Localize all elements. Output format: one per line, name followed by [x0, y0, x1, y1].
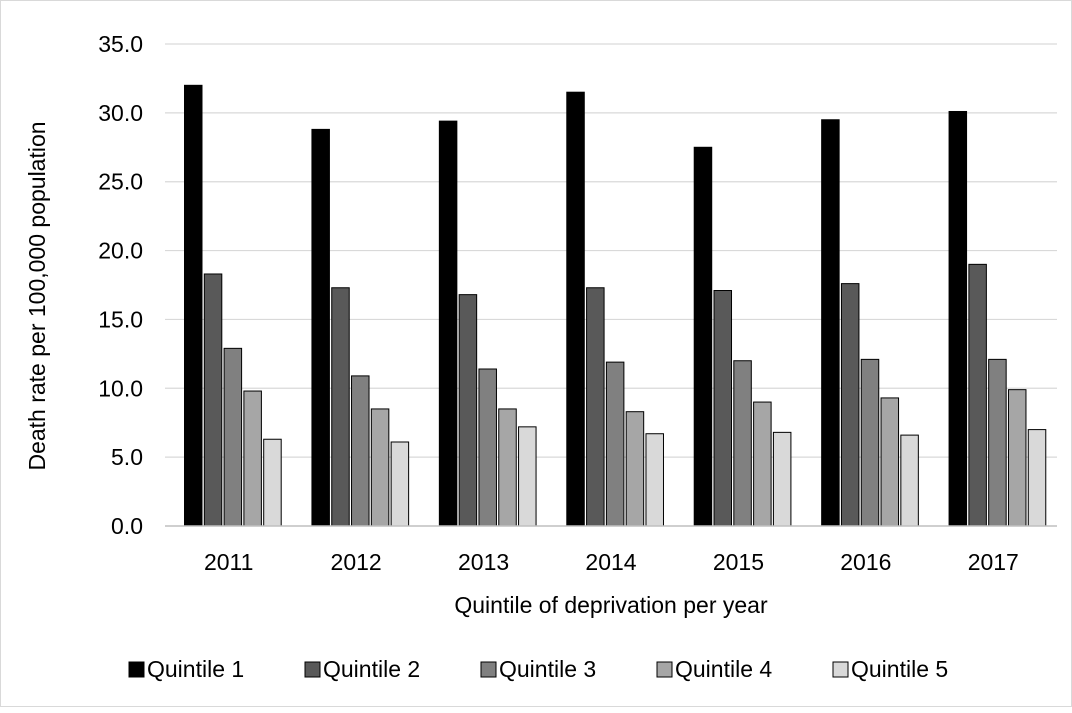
legend-label: Quintile 1 — [147, 656, 244, 682]
legend-swatch — [128, 661, 145, 678]
legend-swatch — [832, 661, 849, 678]
bar-quintile-5-2017 — [1027, 429, 1047, 527]
bar-quintile-5-2016 — [900, 434, 919, 527]
legend-swatch — [480, 661, 497, 678]
legend-label: Quintile 5 — [851, 656, 948, 682]
bar-quintile-1-2017 — [948, 110, 968, 527]
legend-label: Quintile 2 — [323, 656, 420, 682]
bar-quintile-2-2016 — [840, 283, 860, 527]
legend-label: Quintile 4 — [675, 656, 772, 682]
y-tick-label: 25.0 — [98, 169, 143, 195]
bar-quintile-5-2015 — [772, 431, 792, 527]
legend-label: Quintile 3 — [499, 656, 596, 682]
bar-quintile-4-2016 — [880, 397, 900, 527]
bar-quintile-5-2012 — [390, 441, 410, 527]
bar-quintile-3-2011 — [223, 347, 243, 527]
y-tick-label: 30.0 — [98, 100, 143, 126]
bar-quintile-2-2011 — [203, 273, 223, 527]
y-tick-label: 0.0 — [111, 513, 143, 539]
bar-quintile-4-2015 — [753, 401, 772, 527]
x-tick-label: 2015 — [713, 549, 764, 575]
bar-quintile-3-2015 — [733, 360, 752, 527]
bar-quintile-4-2014 — [625, 411, 645, 527]
bar-quintile-2-2012 — [331, 287, 350, 527]
legend: Quintile 1 Quintile 2 Quintile 3 Quintile 4… — [128, 656, 948, 682]
x-tick-label: 2012 — [331, 549, 382, 575]
y-tick-label: 35.0 — [98, 31, 143, 57]
y-tick-label: 5.0 — [111, 444, 143, 470]
bar-quintile-2-2014 — [586, 287, 605, 527]
bar-quintile-2-2013 — [458, 294, 478, 527]
x-tick-label: 2013 — [458, 549, 509, 575]
x-tick-label: 2016 — [840, 549, 891, 575]
bar-quintile-4-2013 — [498, 408, 517, 527]
y-axis-ticks: 0.0 5.0 10.0 15.0 20.0 25.0 30.0 35.0 — [98, 31, 143, 539]
x-axis-ticks: 2011 2012 2013 2014 2015 2016 2017 — [204, 549, 1019, 575]
legend-swatch — [304, 661, 321, 678]
bar-quintile-5-2011 — [263, 438, 282, 527]
x-axis-label: Quintile of deprivation per year — [454, 592, 768, 618]
bar-quintile-3-2013 — [478, 368, 497, 527]
bar-quintile-3-2014 — [605, 361, 625, 527]
bar-quintile-4-2017 — [1007, 389, 1027, 527]
bar-quintile-5-2013 — [518, 426, 537, 527]
y-tick-label: 20.0 — [98, 238, 143, 264]
bar-quintile-1-2012 — [311, 128, 330, 527]
y-tick-label: 10.0 — [98, 375, 143, 401]
bar-quintile-1-2014 — [566, 91, 585, 527]
bar-quintile-5-2014 — [645, 433, 664, 527]
bar-quintile-2-2017 — [968, 263, 987, 527]
x-tick-label: 2014 — [585, 549, 636, 575]
bars — [184, 84, 1047, 527]
bar-quintile-4-2011 — [243, 390, 262, 527]
y-axis-label: Death rate per 100,000 population — [24, 121, 50, 470]
bar-quintile-3-2016 — [860, 358, 880, 527]
y-tick-label: 15.0 — [98, 306, 143, 332]
bar-quintile-3-2017 — [988, 358, 1007, 527]
x-tick-label: 2017 — [968, 549, 1019, 575]
bar-quintile-1-2011 — [184, 84, 203, 527]
bar-quintile-4-2012 — [370, 408, 390, 527]
bar-quintile-1-2016 — [821, 119, 840, 527]
bar-quintile-1-2013 — [438, 120, 458, 527]
bar-quintile-2-2015 — [713, 290, 733, 527]
legend-swatch — [656, 661, 673, 678]
bar-quintile-1-2015 — [693, 146, 713, 527]
bar-quintile-3-2012 — [351, 375, 370, 527]
x-tick-label: 2011 — [204, 549, 253, 575]
